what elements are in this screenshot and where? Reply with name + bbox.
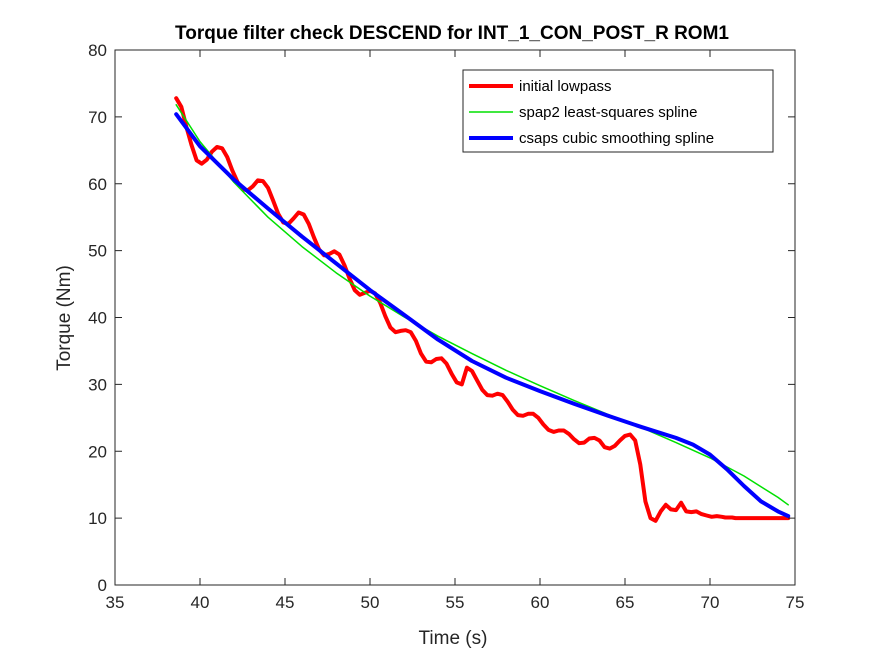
y-tick-label: 20 [88, 442, 107, 461]
y-tick-label: 70 [88, 108, 107, 127]
x-tick-label: 50 [361, 593, 380, 612]
x-tick-label: 75 [786, 593, 805, 612]
x-tick-label: 45 [276, 593, 295, 612]
axes-layer: 35 40 45 50 55 60 65 70 75 0 10 20 30 40 50 60 70 80 [88, 41, 804, 612]
x-tick-label: 35 [106, 593, 125, 612]
legend-label-2: spap2 least-squares spline [519, 104, 697, 121]
x-tick-label: 55 [446, 593, 465, 612]
x-tick-label: 40 [191, 593, 210, 612]
y-axis-label: Torque (Nm) [54, 265, 75, 371]
y-tick-label: 60 [88, 175, 107, 194]
y-tick-label: 80 [88, 41, 107, 60]
chart-title: Torque filter check DESCEND for INT_1_CO… [175, 23, 729, 44]
x-tick-label: 65 [616, 593, 635, 612]
series-line-2 [175, 104, 789, 506]
y-tick-label: 30 [88, 375, 107, 394]
y-tick-label: 0 [98, 576, 107, 595]
x-axis-label: Time (s) [419, 628, 488, 649]
legend-label-3: csaps cubic smoothing spline [519, 130, 714, 147]
series-layer [174, 96, 791, 523]
y-tick-label: 50 [88, 242, 107, 261]
series-line-3 [174, 112, 791, 519]
y-tick-label: 40 [88, 309, 107, 328]
legend: initial lowpass spap2 least-squares splin… [462, 69, 774, 153]
x-tick-label: 70 [701, 593, 720, 612]
legend-label-1: initial lowpass [519, 78, 612, 95]
y-tick-label: 10 [88, 509, 107, 528]
x-tick-label: 60 [531, 593, 550, 612]
legend-box [462, 69, 774, 153]
